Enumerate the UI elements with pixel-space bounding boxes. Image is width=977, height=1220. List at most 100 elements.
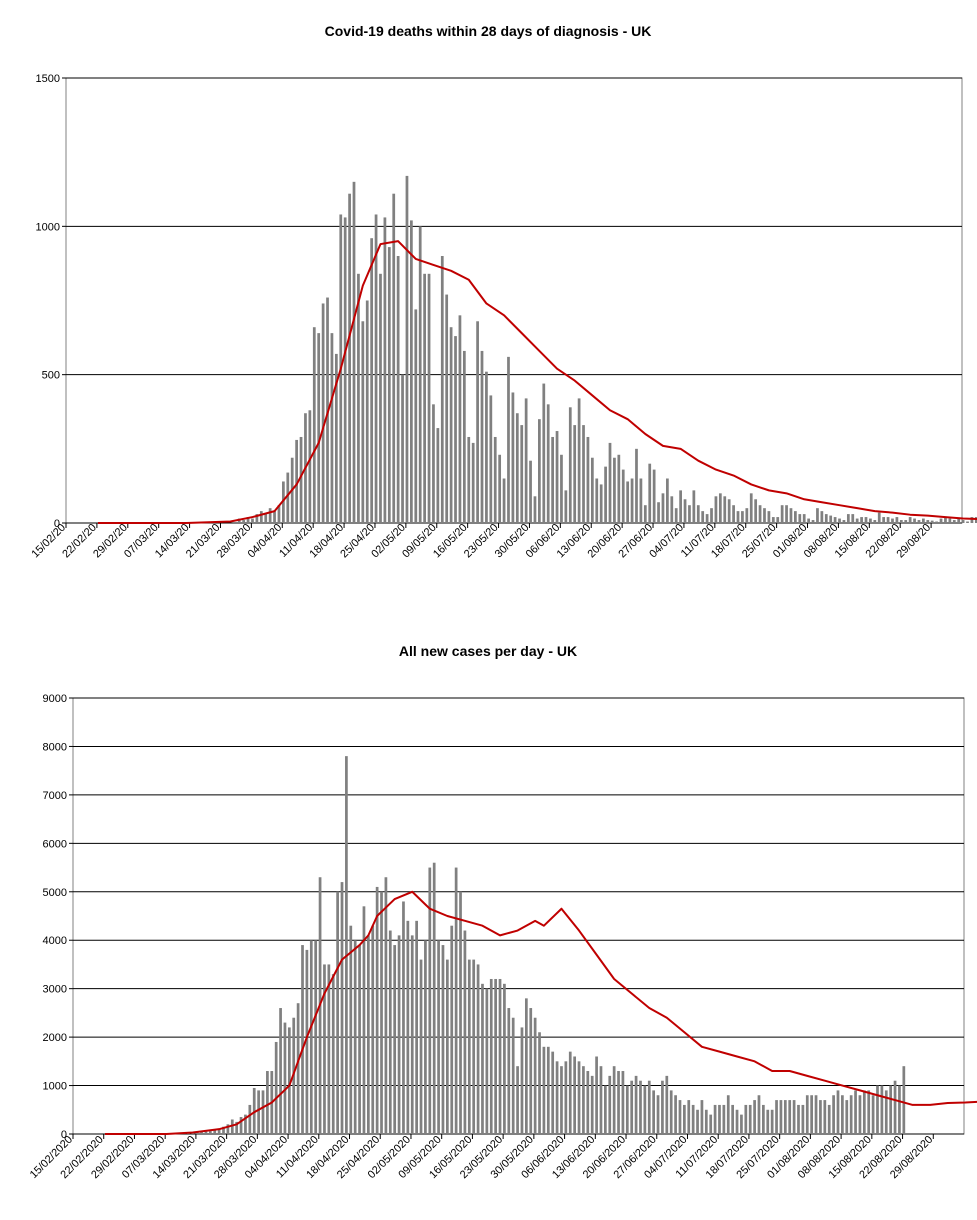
bar [419,959,423,1134]
bar [568,1051,572,1134]
bar [794,511,797,523]
bar [961,520,965,523]
bar [349,925,353,1134]
bar [862,1090,866,1134]
bar [437,940,440,1134]
bar [882,517,886,523]
bar [436,428,440,523]
bar [767,511,771,523]
moving-average-line [105,890,977,1135]
bar [230,1119,234,1134]
bar [944,517,947,523]
bar [864,517,868,523]
bar [819,1100,822,1134]
y-tick-label: 0 [54,518,60,530]
bar [613,457,616,523]
bar [621,1071,625,1134]
bar [577,1061,581,1134]
bar [648,463,652,523]
bar [762,1104,765,1134]
bar [827,1104,831,1134]
bar [700,1100,704,1134]
bar [899,520,903,523]
bar [805,1095,809,1134]
bar [705,514,709,523]
bar [352,181,356,523]
bar [814,1095,818,1134]
bar [683,1104,686,1134]
bar [612,1066,616,1134]
bar [608,1075,612,1134]
bar [246,517,250,523]
bar [666,478,669,523]
bar [904,520,908,523]
y-tick-label: 1500 [36,73,60,85]
bar [854,1090,857,1134]
bar [674,508,678,523]
bar [788,1100,792,1134]
bar [735,1109,739,1134]
bar [257,1090,260,1134]
bar [305,949,309,1134]
y-tick-label: 7000 [43,790,67,802]
bar [485,371,488,523]
bar [564,490,568,523]
bar [200,1132,203,1134]
bar [384,877,388,1134]
bar [586,436,590,523]
y-tick-label: 1000 [43,1081,67,1093]
bar [723,496,727,523]
bar [463,930,467,1134]
bar [467,959,471,1134]
bar [741,511,744,523]
bar [749,493,753,523]
bar [849,1095,853,1134]
bar [704,1109,708,1134]
bar [974,517,977,523]
bar [823,1100,827,1134]
bar [647,1080,651,1134]
bar [533,496,537,523]
bar [308,410,312,523]
bar [678,1100,682,1134]
bar [264,514,268,523]
bar [287,1027,291,1134]
bar [731,1104,735,1134]
bar [410,220,413,523]
y-tick-label: 0 [61,1129,67,1141]
bar [277,505,281,523]
bar [643,505,647,523]
bar [630,1080,634,1134]
bar [520,1027,524,1134]
bar [217,1129,221,1134]
bar [560,454,563,523]
bar [418,226,422,523]
bar [665,1075,669,1134]
bar [595,478,599,523]
bar [345,756,348,1134]
bar [286,472,290,523]
bar [248,1104,252,1134]
bar [208,1131,212,1134]
bar [754,499,758,523]
bar [687,1100,691,1134]
bar [807,518,810,523]
y-tick-label: 500 [42,370,60,382]
bar [970,517,974,523]
bar [357,273,360,523]
bar [414,309,418,523]
bar [331,974,335,1134]
bar [783,1100,787,1134]
bar [639,478,643,523]
bar [867,1090,871,1134]
bar [820,511,824,523]
bar [926,520,930,523]
bar [432,404,435,523]
bar [801,1104,805,1134]
bar [546,404,550,523]
bar [348,193,351,523]
bar [604,1085,607,1134]
y-tick-label: 3000 [43,984,67,996]
bar [939,518,943,523]
bar [922,518,925,523]
